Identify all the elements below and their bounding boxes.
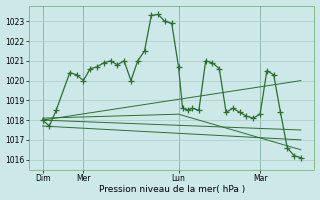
X-axis label: Pression niveau de la mer( hPa ): Pression niveau de la mer( hPa ) — [99, 185, 245, 194]
